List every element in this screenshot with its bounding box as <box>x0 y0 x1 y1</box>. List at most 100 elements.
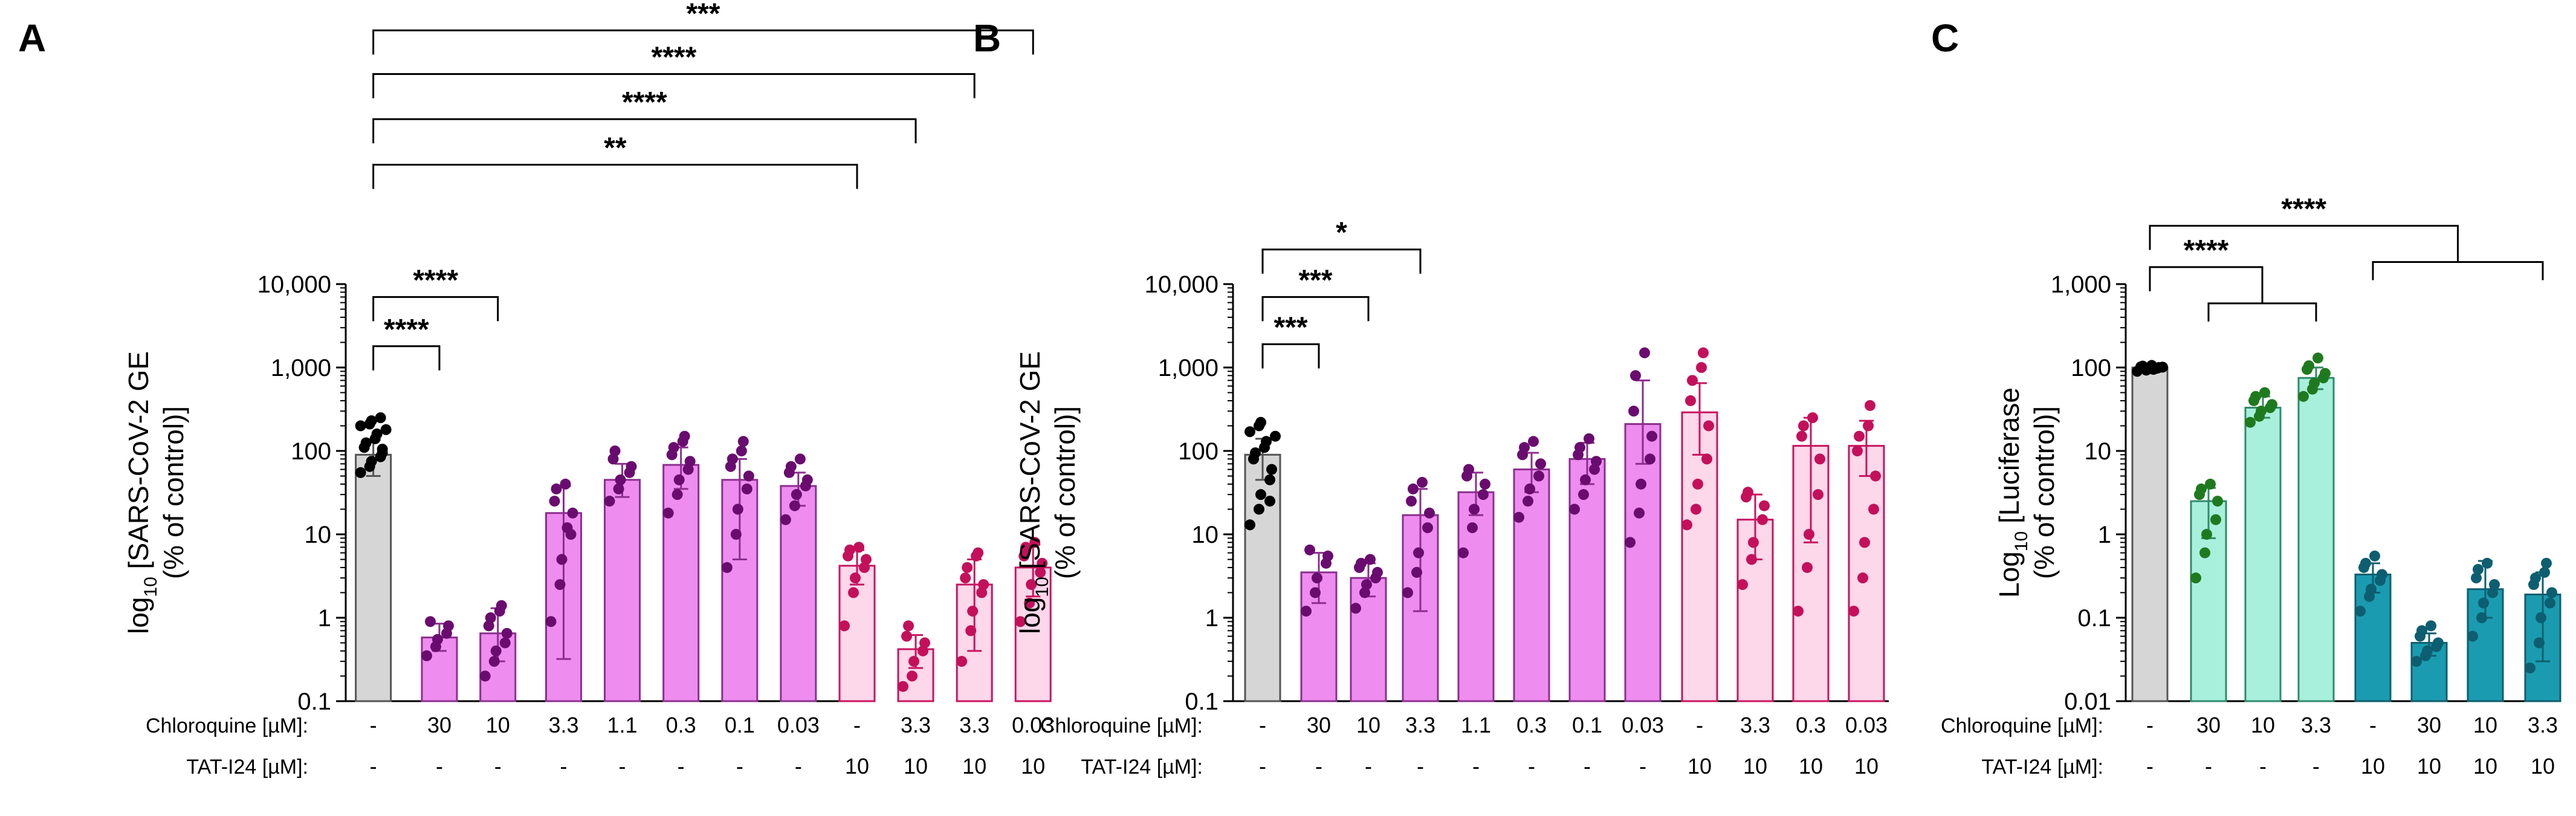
data-point-7 <box>736 445 747 456</box>
data-point-9 <box>1681 519 1692 531</box>
chloroquine-value: 0.03 <box>777 713 820 737</box>
data-point-10 <box>1746 554 1757 565</box>
tat-i24-value: - <box>436 754 443 779</box>
data-point-4 <box>2320 368 2331 379</box>
chloroquine-value: 3.3 <box>1740 713 1770 737</box>
significance-stars: *** <box>1273 312 1307 344</box>
tat-i24-value: - <box>736 754 743 779</box>
panel-letter: A <box>18 16 46 60</box>
data-point-8 <box>2536 612 2546 623</box>
significance-bracket <box>372 73 976 99</box>
data-point-5 <box>604 496 615 507</box>
bar-group-1 <box>2131 366 2169 702</box>
data-point-8 <box>2539 566 2550 578</box>
significance-bracket-group <box>2207 302 2317 322</box>
significance-stars: **** <box>622 86 667 118</box>
data-point-2 <box>2190 572 2201 584</box>
data-point-10 <box>919 637 931 649</box>
data-point-2 <box>2196 483 2207 494</box>
data-point-9 <box>1685 395 1696 406</box>
significance-bracket <box>2149 225 2459 262</box>
data-point-4 <box>1402 587 1413 598</box>
data-point-5 <box>2377 569 2387 580</box>
data-point-11 <box>1813 489 1824 500</box>
row-label-chloroquine: Chloroquine [µM]: <box>1040 714 1203 737</box>
data-point-5 <box>613 483 624 494</box>
tat-i24-value: - <box>678 754 685 779</box>
data-point-3 <box>1350 603 1361 614</box>
data-point-12 <box>1868 504 1879 515</box>
data-point-4 <box>1411 566 1422 578</box>
data-point-1 <box>377 444 388 455</box>
data-point-6 <box>1524 483 1535 494</box>
data-point-10 <box>1748 537 1759 548</box>
data-point-2 <box>421 650 432 661</box>
tat-i24-value: - <box>1472 754 1480 779</box>
data-point-7 <box>1591 456 1602 467</box>
chloroquine-value: - <box>1696 713 1703 737</box>
data-point-11 <box>960 572 971 584</box>
y-tick-label: 1 <box>2098 522 2111 548</box>
chloroquine-value: 0.3 <box>1796 713 1826 737</box>
bar-group-3 <box>2244 406 2282 702</box>
tat-i24-value: - <box>2259 754 2267 779</box>
data-point-10 <box>1743 487 1753 498</box>
data-point-1 <box>2157 361 2168 373</box>
chloroquine-value: 0.03 <box>1012 713 1054 737</box>
data-point-8 <box>785 461 797 472</box>
data-point-11 <box>1807 412 1818 424</box>
tat-i24-value: 10 <box>962 754 986 779</box>
data-point-12 <box>1863 420 1874 432</box>
data-point-9 <box>1691 504 1701 515</box>
data-point-1 <box>1270 430 1281 442</box>
chloroquine-value: - <box>370 713 377 737</box>
data-point-6 <box>684 456 696 467</box>
chloroquine-value: 0.1 <box>725 713 755 737</box>
chloroquine-value: 3.3 <box>959 713 989 737</box>
data-point-12 <box>1848 606 1859 617</box>
significance-bracket <box>1261 296 1370 322</box>
data-point-11 <box>1798 420 1809 432</box>
data-point-7 <box>1569 504 1580 515</box>
data-point-4 <box>1413 547 1424 559</box>
chloroquine-value: 3.3 <box>2301 713 2331 737</box>
data-point-6 <box>1535 458 1546 470</box>
data-point-9 <box>850 572 861 584</box>
data-point-12 <box>1037 557 1048 569</box>
y-tick-label: 10,000 <box>1145 271 1218 298</box>
chloroquine-value: 3.3 <box>901 713 931 737</box>
data-point-2 <box>2201 529 2212 540</box>
data-point-6 <box>1513 511 1524 523</box>
data-point-5 <box>2360 557 2371 569</box>
data-point-12 <box>1857 572 1868 584</box>
data-point-2 <box>1312 572 1322 584</box>
data-point-3 <box>2256 406 2267 417</box>
data-point-10 <box>908 656 920 667</box>
y-tick-label: 10 <box>2085 438 2112 465</box>
data-point-6 <box>1523 496 1533 507</box>
data-point-8 <box>1628 406 1639 417</box>
chloroquine-value: - <box>2146 713 2154 737</box>
tat-i24-value: - <box>494 754 502 779</box>
data-point-4 <box>1408 483 1419 494</box>
row-label-tat-i24: TAT-I24 [µM]: <box>186 756 308 779</box>
data-point-1 <box>1244 519 1255 531</box>
data-point-7 <box>2473 563 2484 575</box>
data-point-3 <box>1365 554 1376 565</box>
bar-group-4 <box>2297 377 2335 702</box>
data-point-4 <box>560 478 571 490</box>
data-point-8 <box>1646 430 1657 442</box>
tat-i24-value: 10 <box>1799 754 1823 779</box>
chloroquine-value: 3.3 <box>1405 713 1435 737</box>
data-point-12 <box>1015 616 1026 627</box>
tat-i24-value: 10 <box>845 754 869 779</box>
data-point-5 <box>1458 547 1469 559</box>
data-point-7 <box>741 483 752 494</box>
data-point-8 <box>791 489 802 500</box>
y-tick-label: 100 <box>2071 355 2111 381</box>
tat-i24-value: 10 <box>2531 754 2555 779</box>
significance-bracket <box>372 345 441 371</box>
data-point-1 <box>1250 447 1261 459</box>
data-point-1 <box>2137 360 2148 372</box>
data-point-3 <box>479 670 491 682</box>
